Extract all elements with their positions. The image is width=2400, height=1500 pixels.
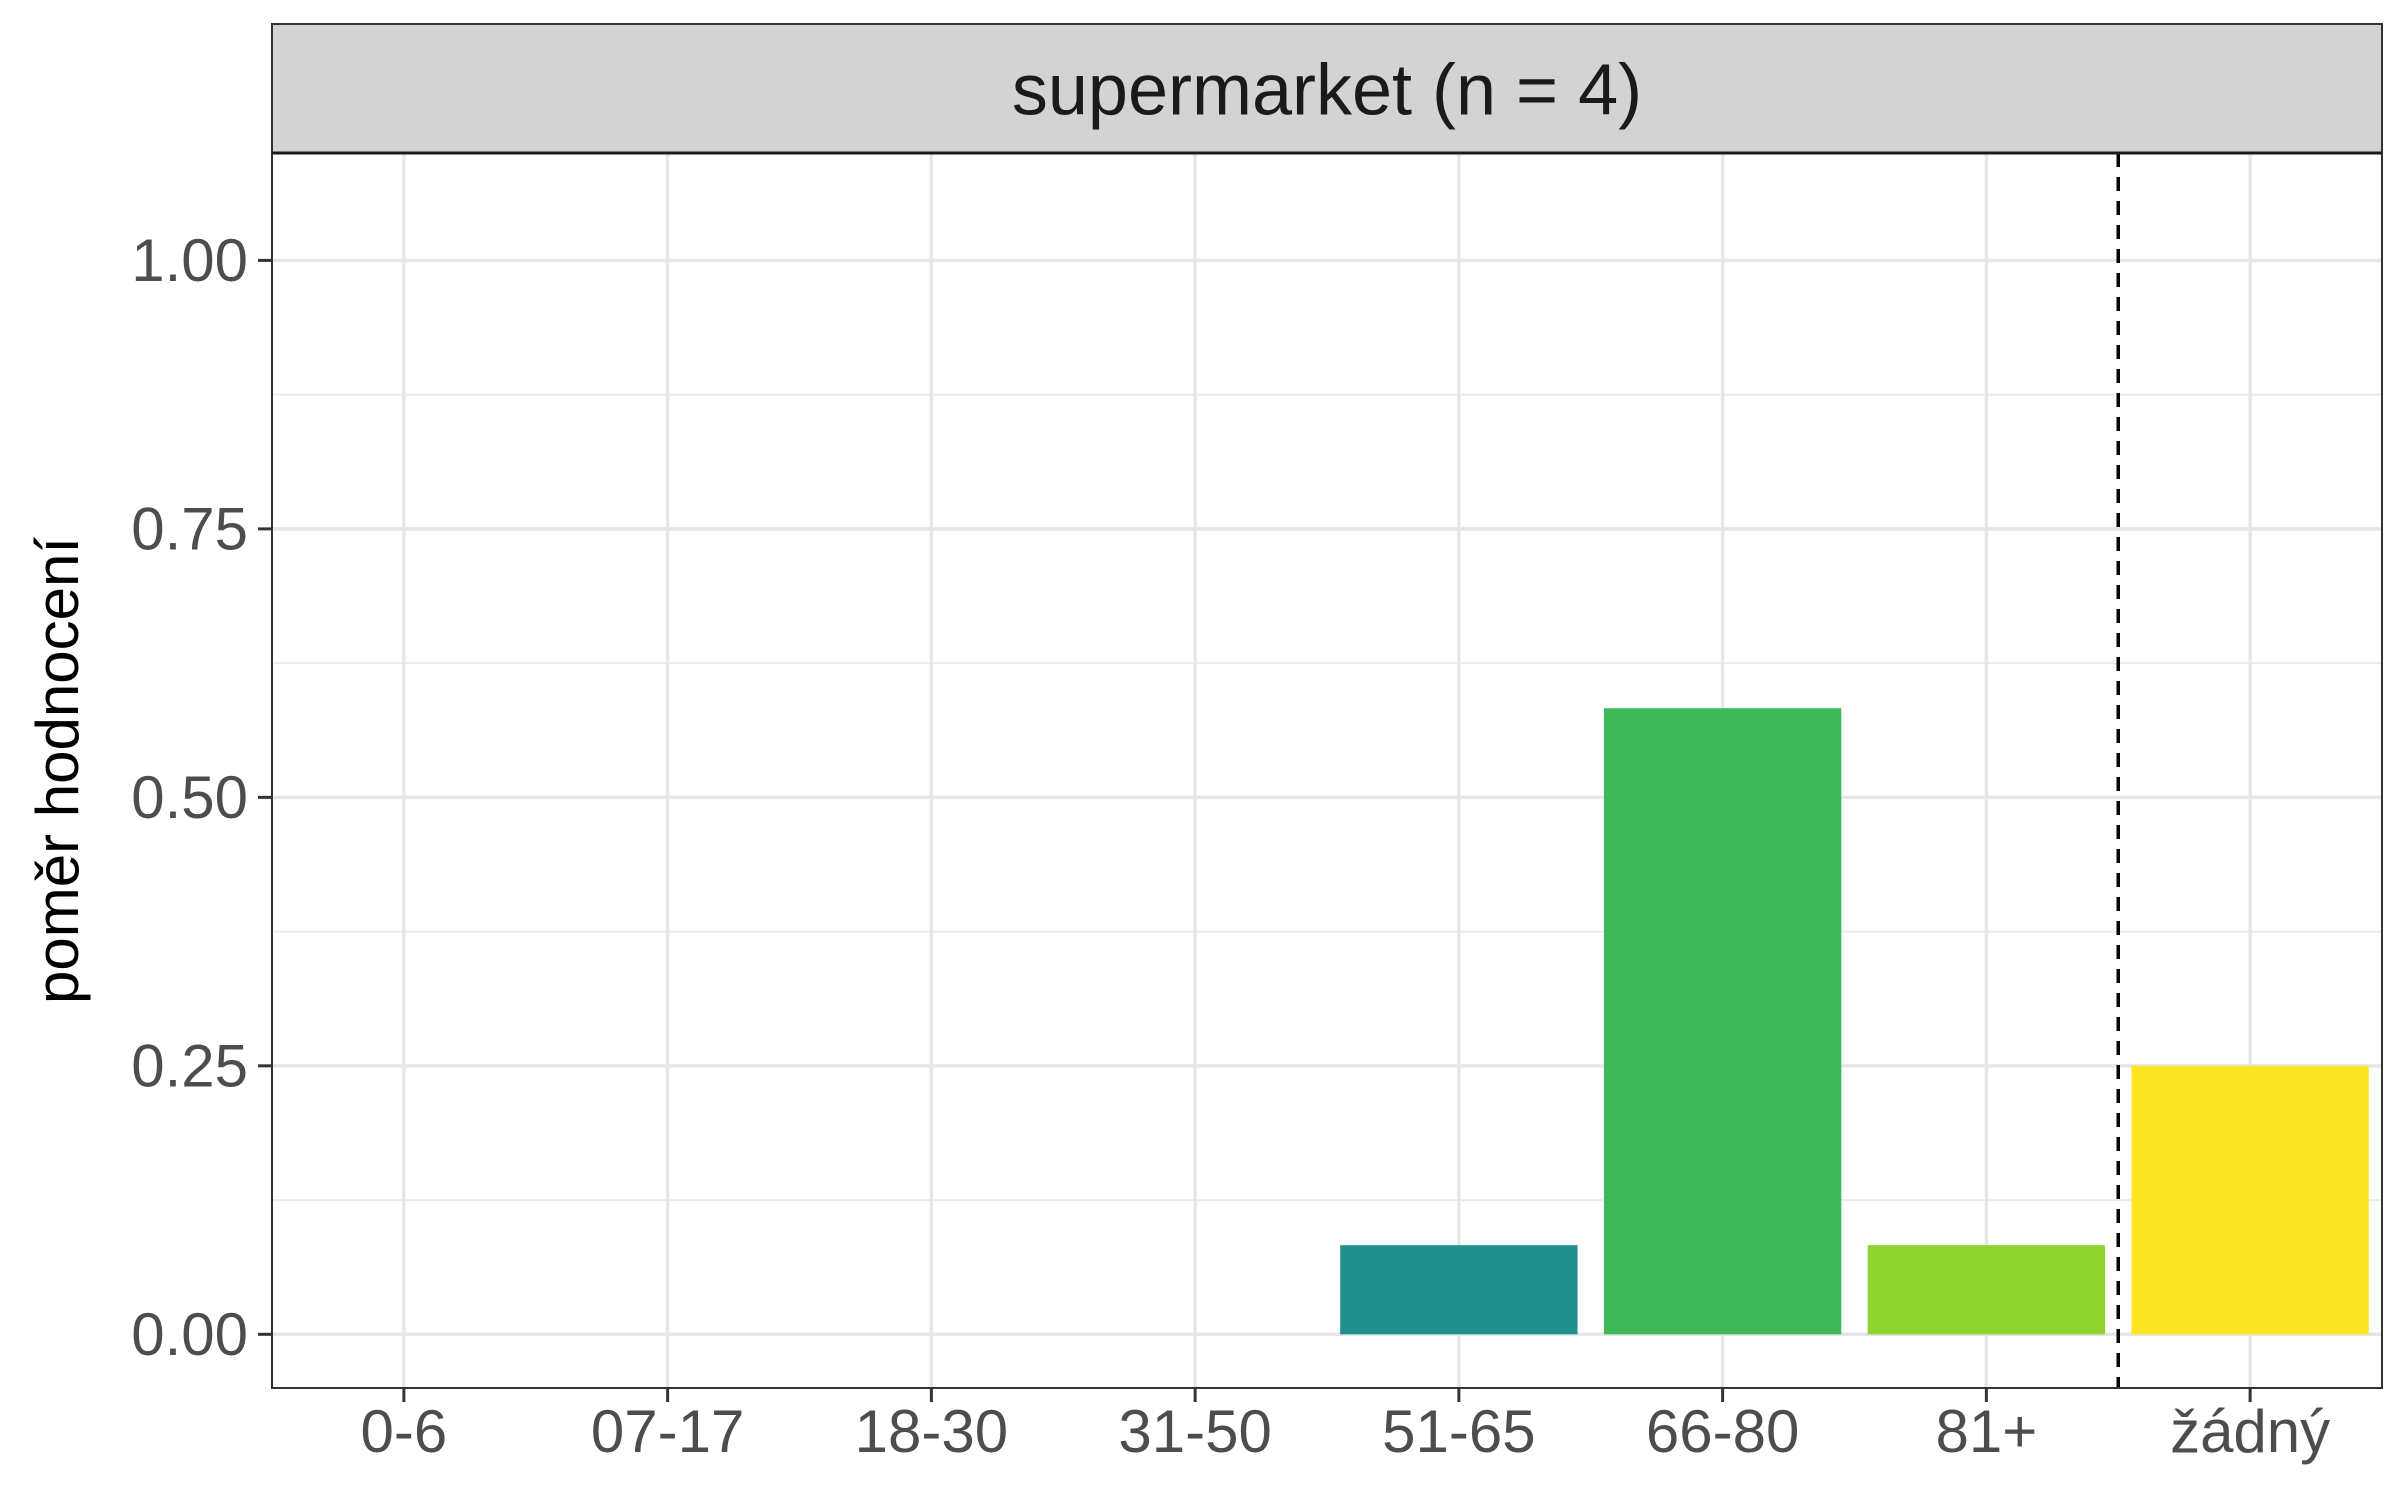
panel-border: [271, 152, 2383, 1389]
x-tick-label: 07-17: [591, 1398, 744, 1465]
bars: [1340, 708, 2369, 1335]
bar-81+: [1867, 1245, 2106, 1335]
y-tick-label: 1.00: [131, 227, 248, 294]
x-tick-label: 81+: [1935, 1398, 2037, 1465]
facet-strip: [271, 23, 2383, 154]
x-tick-label: 66-80: [1646, 1398, 1799, 1465]
x-tick-label: 31-50: [1118, 1398, 1271, 1465]
x-tick-label: 51-65: [1382, 1398, 1535, 1465]
bar-66-80: [1603, 708, 1842, 1335]
y-tick-label: 0.25: [131, 1032, 248, 1099]
y-tick-label: 0.75: [131, 495, 248, 562]
y-tick-label: 0.50: [131, 764, 248, 831]
x-tick-label: 0-6: [361, 1398, 448, 1465]
grid-minor: [272, 393, 2382, 1202]
y-axis-title: poměr hodnocení: [24, 537, 91, 1004]
grid-major: [272, 153, 2382, 1388]
bar-51-65: [1340, 1245, 1578, 1335]
chart-title: supermarket (n = 4): [1012, 51, 1642, 131]
x-axis: 0-6 07-17 18-30 31-50 51-65 66-80 81+ žádný: [361, 1388, 2330, 1465]
x-tick-label: žádný: [2170, 1398, 2330, 1465]
y-tick-label: 0.00: [131, 1301, 248, 1368]
x-tick-label: 18-30: [855, 1398, 1008, 1465]
bar-žádný: [2131, 1065, 2369, 1335]
y-axis: 0.00 0.25 0.50 0.75 1.00: [131, 227, 272, 1368]
